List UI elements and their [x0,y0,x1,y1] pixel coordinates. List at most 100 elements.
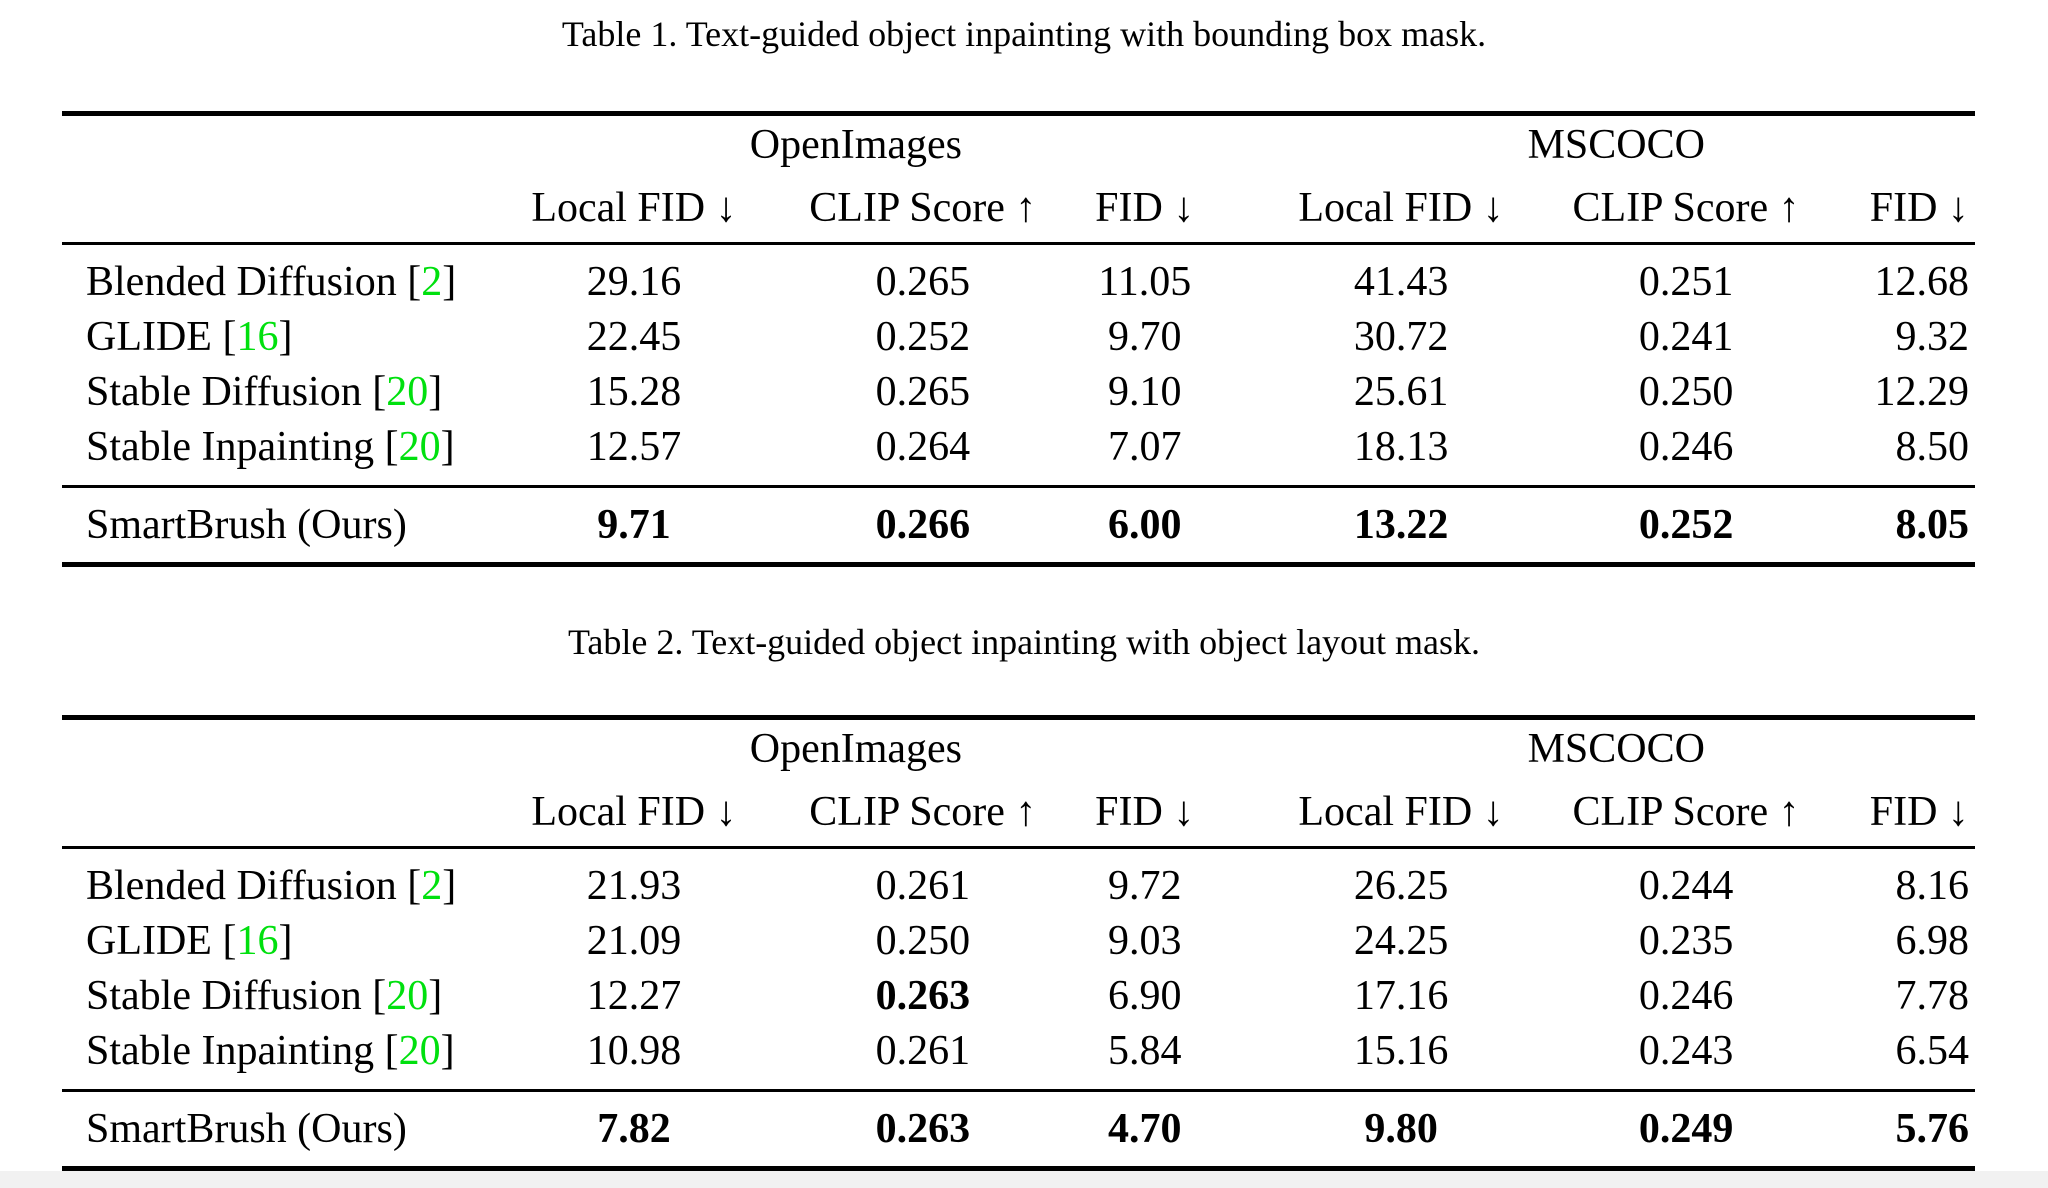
metric-value: 0.249 [1638,1106,1734,1152]
citation-ref[interactable]: 2 [421,862,443,909]
metric-value: 9.71 [597,502,671,548]
metric-value: 25.61 [1353,368,1449,415]
table-rule-mid [62,242,1975,245]
metric-value: 0.252 [1638,502,1734,548]
metric-value: 5.76 [1895,1106,1969,1152]
column-header-fid: FID ↓ [1095,789,1195,835]
citation-ref[interactable]: 20 [386,972,429,1019]
citation-bracket: ] [440,1027,455,1074]
method-label: Stable Diffusion [20] [62,968,454,1023]
metric-value: 21.93 [586,862,682,909]
column-header-clip-score: CLIP Score ↑ [809,789,1037,835]
metric-value: 0.263 [875,1106,971,1152]
column-header-local-fid: Local FID ↓ [1298,789,1504,835]
method-name: Stable Inpainting [ [86,1027,399,1074]
table2-caption: Table 2. Text-guided object inpainting w… [567,622,1481,662]
citation-ref[interactable]: 2 [421,258,443,305]
column-header-clip-score: CLIP Score ↑ [1572,789,1800,835]
metric-value: 22.45 [586,313,682,360]
citation-bracket: ] [442,862,457,909]
metric-value: 9.10 [1107,368,1182,415]
metric-value: 4.70 [1107,1106,1182,1152]
metric-value: 0.264 [875,423,971,470]
citation-bracket: ] [428,368,443,415]
metric-value: 7.07 [1107,423,1182,470]
metric-value: 6.54 [1895,1027,1969,1074]
column-header-spacer [62,778,454,846]
table1: OpenImages MSCOCO Local FID ↓ CLIP Score… [62,111,1975,567]
method-label: Stable Diffusion [20] [62,364,454,419]
citation-ref[interactable]: 20 [386,368,429,415]
column-header-local-fid: Local FID ↓ [531,185,737,231]
method-name: Stable Diffusion [ [86,368,387,415]
method-name: GLIDE [ [86,313,237,360]
method-name: Blended Diffusion [ [86,258,422,305]
table2-body: Blended Diffusion [2] 21.93 0.261 9.72 26.25… [62,849,1975,1089]
citation-ref[interactable]: 16 [236,313,279,360]
metric-value: 29.16 [586,258,682,305]
metric-value: 0.261 [875,862,971,909]
metric-value: 9.70 [1107,313,1182,360]
metric-value: 0.235 [1638,917,1734,964]
column-header-fid: FID ↓ [1869,185,1969,231]
table2-column-header-row: Local FID ↓ CLIP Score ↑ FID ↓ Local FID… [62,778,1975,846]
table-rule-mid [62,1089,1975,1092]
metric-value: 0.246 [1638,423,1734,470]
table1-caption: Table 1. Text-guided object inpainting w… [561,14,1487,54]
metric-value: 0.261 [875,1027,971,1074]
column-header-spacer [62,174,454,242]
table-rule-mid [62,846,1975,849]
metric-value: 0.251 [1638,258,1734,305]
citation-bracket: ] [442,258,457,305]
paper-page: Table 1. Text-guided object inpainting w… [0,12,2048,1188]
metric-value: 6.98 [1895,917,1969,964]
citation-ref[interactable]: 20 [398,1027,441,1074]
column-header-local-fid: Local FID ↓ [1298,185,1504,231]
method-label: SmartBrush (Ours) [86,1106,407,1152]
metric-value: 12.68 [1874,258,1969,305]
table2-group-header-row: OpenImages MSCOCO [62,720,1975,778]
column-header-local-fid: Local FID ↓ [531,789,737,835]
group-header-openimages: OpenImages [749,726,962,772]
method-label: Stable Inpainting [20] [62,1023,455,1078]
metric-value: 15.16 [1353,1027,1449,1074]
citation-ref[interactable]: 16 [236,917,279,964]
group-header-mscoco: MSCOCO [1527,122,1705,168]
metric-value: 7.82 [597,1106,671,1152]
metric-value: 9.80 [1364,1106,1438,1152]
citation-ref[interactable]: 20 [398,423,441,470]
table-rule-bottom [62,562,1975,567]
metric-value: 26.25 [1353,862,1449,909]
citation-bracket: ] [428,972,443,1019]
method-label: GLIDE [16] [62,309,454,364]
metric-value: 11.05 [1098,258,1192,305]
metric-value: 12.29 [1874,368,1969,415]
citation-bracket: ] [440,423,455,470]
metric-value: 0.243 [1638,1027,1734,1074]
method-name: Stable Inpainting [ [86,423,399,470]
citation-bracket: ] [278,917,293,964]
metric-value: 13.22 [1353,502,1449,548]
metric-value: 24.25 [1353,917,1449,964]
metric-value: 9.72 [1107,862,1182,909]
metric-value: 8.50 [1895,423,1969,470]
method-label: GLIDE [16] [62,913,454,968]
metric-value: 8.16 [1895,862,1969,909]
method-name: Stable Diffusion [ [86,972,387,1019]
column-header-clip-score: CLIP Score ↑ [1572,185,1800,231]
method-label: Stable Inpainting [20] [62,419,455,474]
metric-value: 0.241 [1638,313,1734,360]
table-rule-top [62,111,1975,116]
metric-value: 0.266 [875,502,971,548]
metric-value: 7.78 [1895,972,1969,1019]
method-label: Blended Diffusion [2] [62,254,457,309]
column-header-fid: FID ↓ [1095,185,1195,231]
method-name: GLIDE [ [86,917,237,964]
table-rule-bottom [62,1166,1975,1171]
group-header-openimages: OpenImages [749,122,962,168]
metric-value: 0.252 [875,313,971,360]
metric-value: 9.03 [1107,917,1182,964]
group-header-mscoco: MSCOCO [1527,726,1705,772]
table1-column-header-row: Local FID ↓ CLIP Score ↑ FID ↓ Local FID… [62,174,1975,242]
column-header-clip-score: CLIP Score ↑ [809,185,1037,231]
